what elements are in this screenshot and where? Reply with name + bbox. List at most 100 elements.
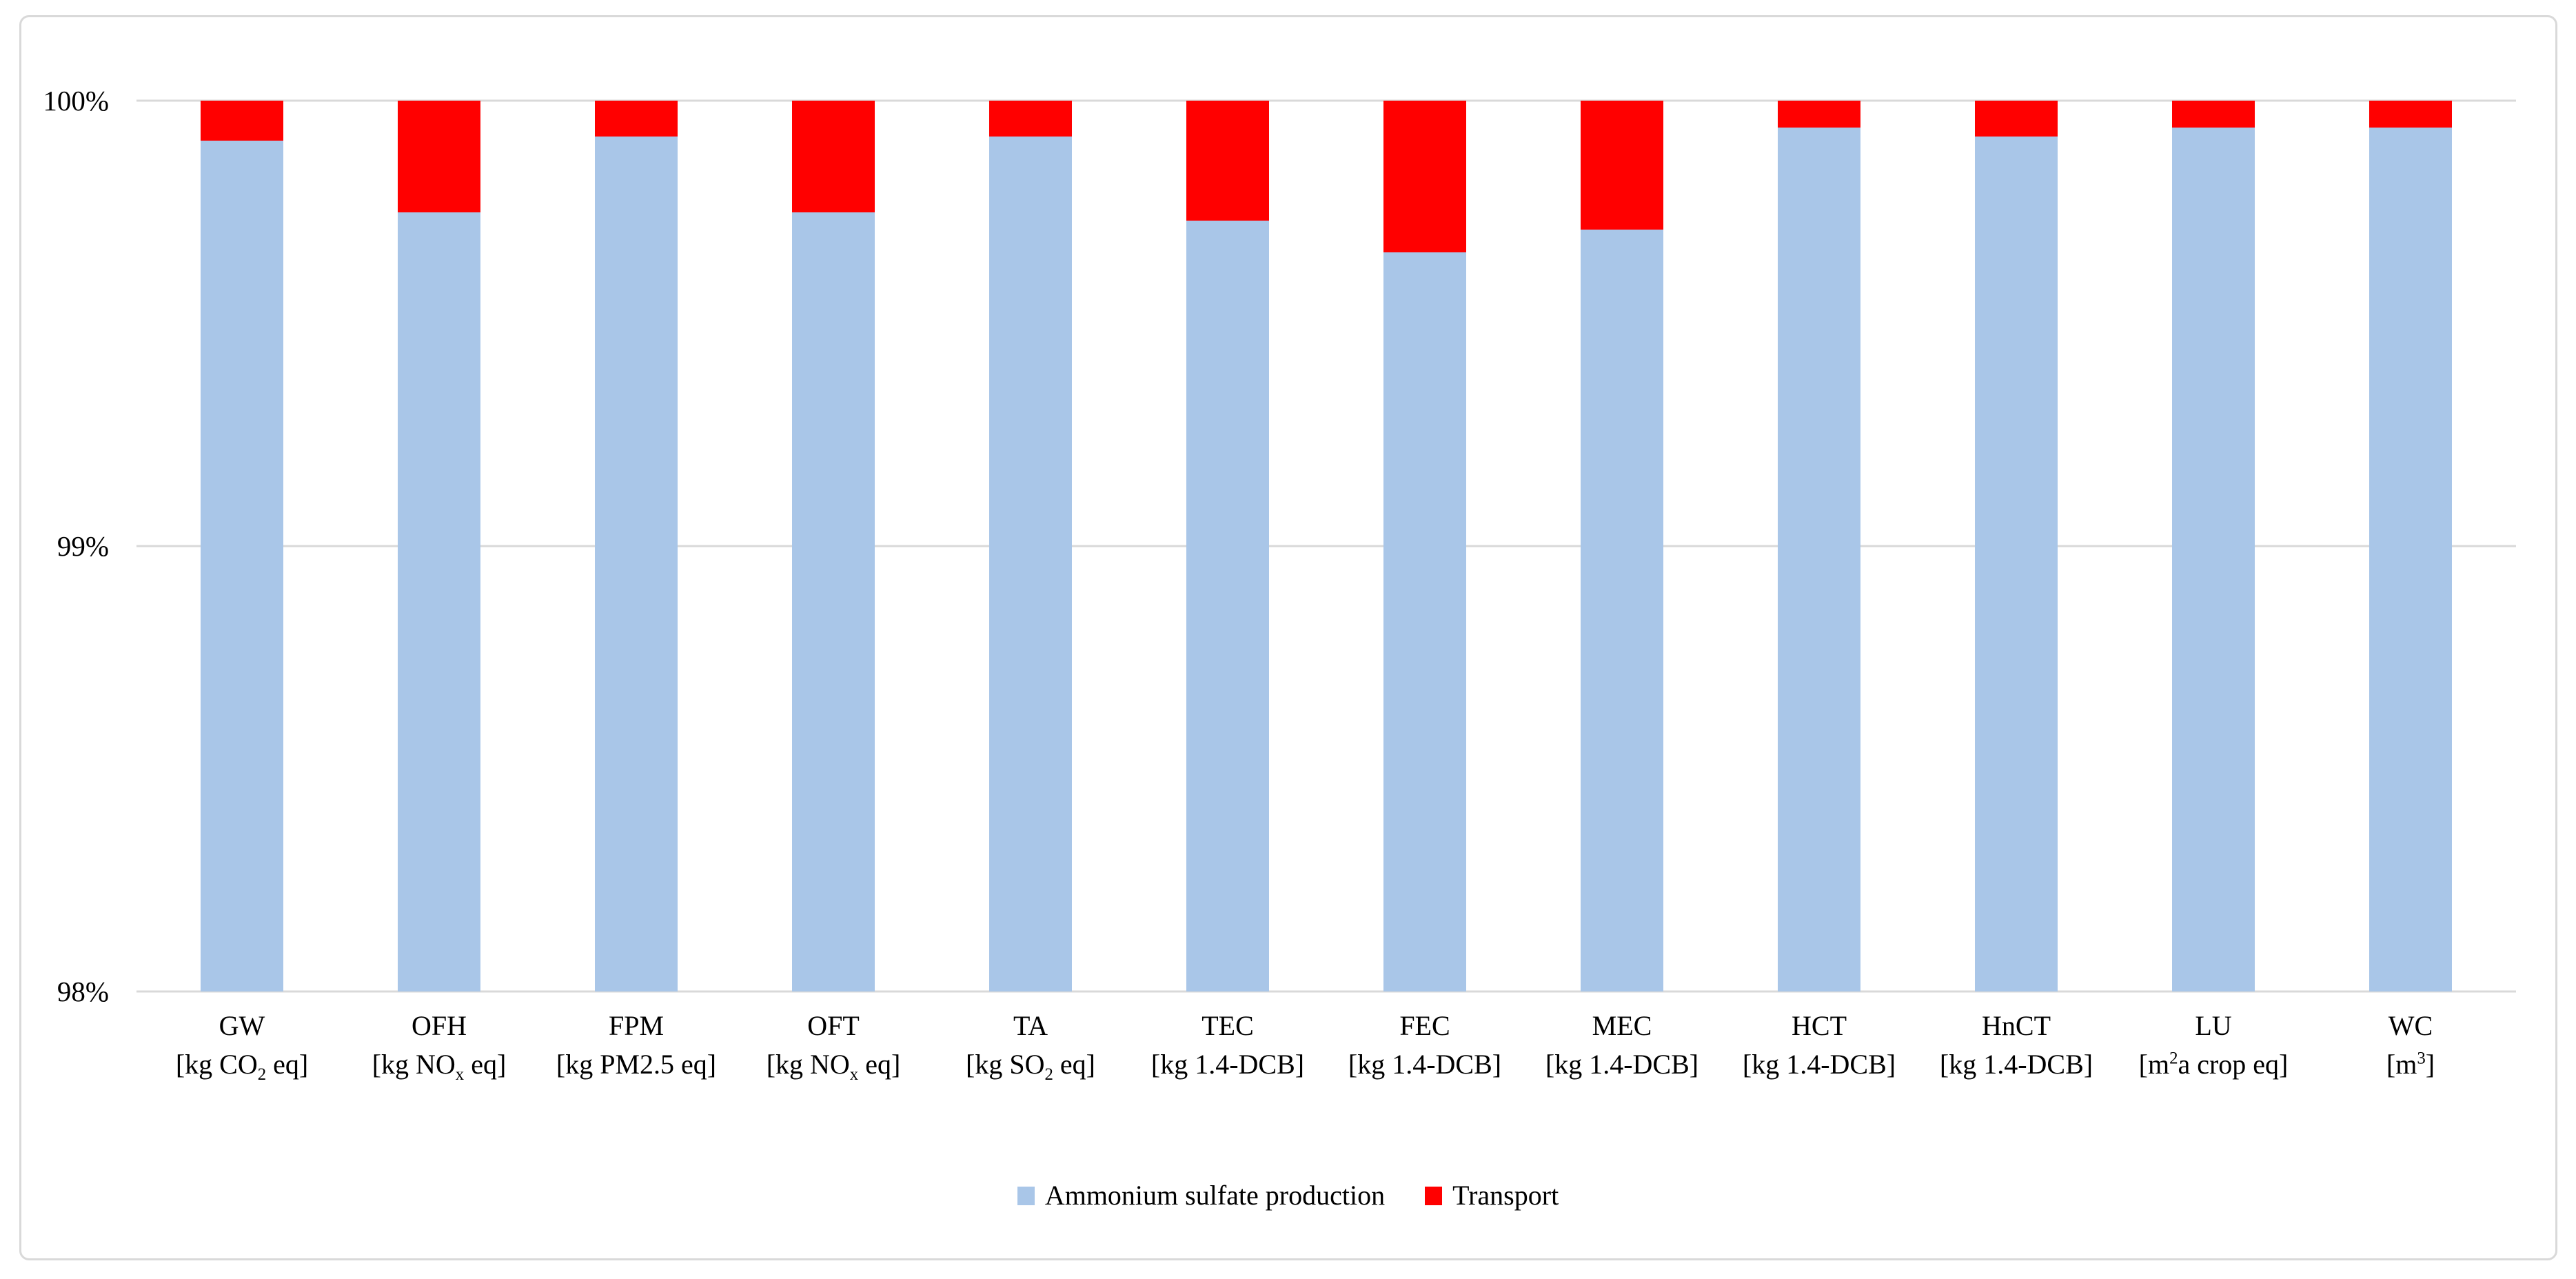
stacked-bar-HnCT [1974, 101, 2058, 991]
gridline-98 [136, 990, 2516, 993]
category-label-OFT: OFT [kg NOx eq] [735, 1007, 932, 1084]
category-code: WC [2388, 1010, 2433, 1041]
transport-segment [1186, 101, 1270, 221]
category-unit: [kg 1.4-DCB] [1150, 1049, 1305, 1080]
transport-segment [1383, 101, 1467, 252]
category-unit: [kg 1.4-DCB] [1348, 1049, 1502, 1080]
plot-area [136, 99, 2516, 993]
category-label-TA: TA [kg SO2 eq] [932, 1007, 1129, 1084]
transport-segment [594, 101, 678, 137]
transport-segment [791, 101, 875, 212]
y-tick-label: 98% [57, 976, 109, 1007]
category-code: OFH [411, 1010, 467, 1041]
production-segment [1580, 230, 1664, 991]
stacked-bar-LU [2171, 101, 2255, 991]
production-segment [791, 212, 875, 991]
production-segment [1777, 127, 1861, 991]
category-unit: [kg CO2 eq] [175, 1049, 309, 1084]
transport-segment [1974, 101, 2058, 137]
category-label-OFH: OFH [kg NOx eq] [341, 1007, 538, 1084]
bar-slot-FPM [538, 101, 735, 991]
category-code: OFT [807, 1010, 860, 1041]
bar-slot-HnCT [1918, 101, 2115, 991]
production-segment [397, 212, 481, 991]
stacked-bar-WC [2369, 101, 2453, 991]
gridline-99 [136, 545, 2516, 547]
production-segment [2369, 127, 2453, 991]
bar-slot-MEC [1523, 101, 1721, 991]
category-unit: [kg 1.4-DCB] [1939, 1049, 2093, 1080]
category-code: TA [1013, 1010, 1048, 1041]
stacked-bar-TA [988, 101, 1073, 991]
production-segment [594, 136, 678, 991]
gridline-100 [136, 99, 2516, 102]
stacked-bar-TEC [1186, 101, 1270, 991]
category-code: MEC [1592, 1010, 1652, 1041]
category-code: HnCT [1982, 1010, 2051, 1041]
stacked-bar-FPM [594, 101, 678, 991]
category-label-LU: LU [m2a crop eq] [2115, 1007, 2312, 1084]
bar-slot-FEC [1326, 101, 1523, 991]
bar-slot-LU [2115, 101, 2312, 991]
bar-slot-WC [2312, 101, 2509, 991]
bar-slot-GW [143, 101, 341, 991]
category-unit: [kg NOx eq] [766, 1049, 901, 1084]
category-unit: [kg 1.4-DCB] [1742, 1049, 1896, 1080]
category-label-GW: GW [kg CO2 eq] [143, 1007, 341, 1084]
x-axis-labels: GW [kg CO2 eq] OFH [kg NOx eq] FPM [kg PM2.5 … [143, 1007, 2509, 1084]
legend-swatch-icon [1017, 1186, 1035, 1205]
production-segment [988, 136, 1073, 991]
legend-swatch-icon [1425, 1186, 1443, 1205]
stacked-bar-OFT [791, 101, 875, 991]
transport-segment [397, 101, 481, 212]
category-unit: [m3] [2386, 1049, 2435, 1080]
bar-slot-TA [932, 101, 1129, 991]
category-code: HCT [1792, 1010, 1847, 1041]
production-segment [2171, 127, 2255, 991]
category-unit: [kg 1.4-DCB] [1545, 1049, 1699, 1080]
bar-slot-TEC [1129, 101, 1326, 991]
legend-item-transport: Transport [1425, 1179, 1559, 1212]
category-code: GW [219, 1010, 265, 1041]
category-label-FEC: FEC [kg 1.4-DCB] [1326, 1007, 1523, 1084]
category-code: TEC [1201, 1010, 1254, 1041]
category-unit: [kg SO2 eq] [966, 1049, 1095, 1084]
transport-segment [988, 101, 1073, 137]
stacked-bar-MEC [1580, 101, 1664, 991]
category-label-TEC: TEC [kg 1.4-DCB] [1129, 1007, 1326, 1084]
production-segment [200, 141, 284, 991]
category-unit: [kg NOx eq] [372, 1049, 507, 1084]
production-segment [1186, 221, 1270, 991]
legend-label: Ammonium sulfate production [1044, 1180, 1386, 1211]
y-tick-label: 100% [43, 85, 109, 117]
bar-slot-OFH [341, 101, 538, 991]
bars-container [143, 101, 2509, 991]
category-label-FPM: FPM [kg PM2.5 eq] [538, 1007, 735, 1084]
y-tick-label: 99% [57, 530, 109, 562]
stacked-bar-OFH [397, 101, 481, 991]
legend: Ammonium sulfate production Transport [0, 1174, 2576, 1218]
stacked-bar-GW [200, 101, 284, 991]
category-label-HCT: HCT [kg 1.4-DCB] [1721, 1007, 1918, 1084]
category-code: LU [2195, 1010, 2232, 1041]
transport-segment [1580, 101, 1664, 230]
transport-segment [2171, 101, 2255, 128]
production-segment [1383, 252, 1467, 991]
bar-slot-OFT [735, 101, 932, 991]
category-label-WC: WC [m3] [2312, 1007, 2509, 1084]
stacked-bar-HCT [1777, 101, 1861, 991]
transport-segment [2369, 101, 2453, 128]
legend-label: Transport [1452, 1180, 1559, 1211]
transport-segment [200, 101, 284, 141]
category-label-MEC: MEC [kg 1.4-DCB] [1523, 1007, 1721, 1084]
category-unit: [kg PM2.5 eq] [556, 1049, 717, 1080]
stacked-bar-FEC [1383, 101, 1467, 991]
category-code: FEC [1399, 1010, 1450, 1041]
bar-slot-HCT [1721, 101, 1918, 991]
category-code: FPM [608, 1010, 665, 1041]
category-unit: [m2a crop eq] [2138, 1049, 2289, 1080]
production-segment [1974, 136, 2058, 991]
category-label-HnCT: HnCT [kg 1.4-DCB] [1918, 1007, 2115, 1084]
transport-segment [1777, 101, 1861, 128]
